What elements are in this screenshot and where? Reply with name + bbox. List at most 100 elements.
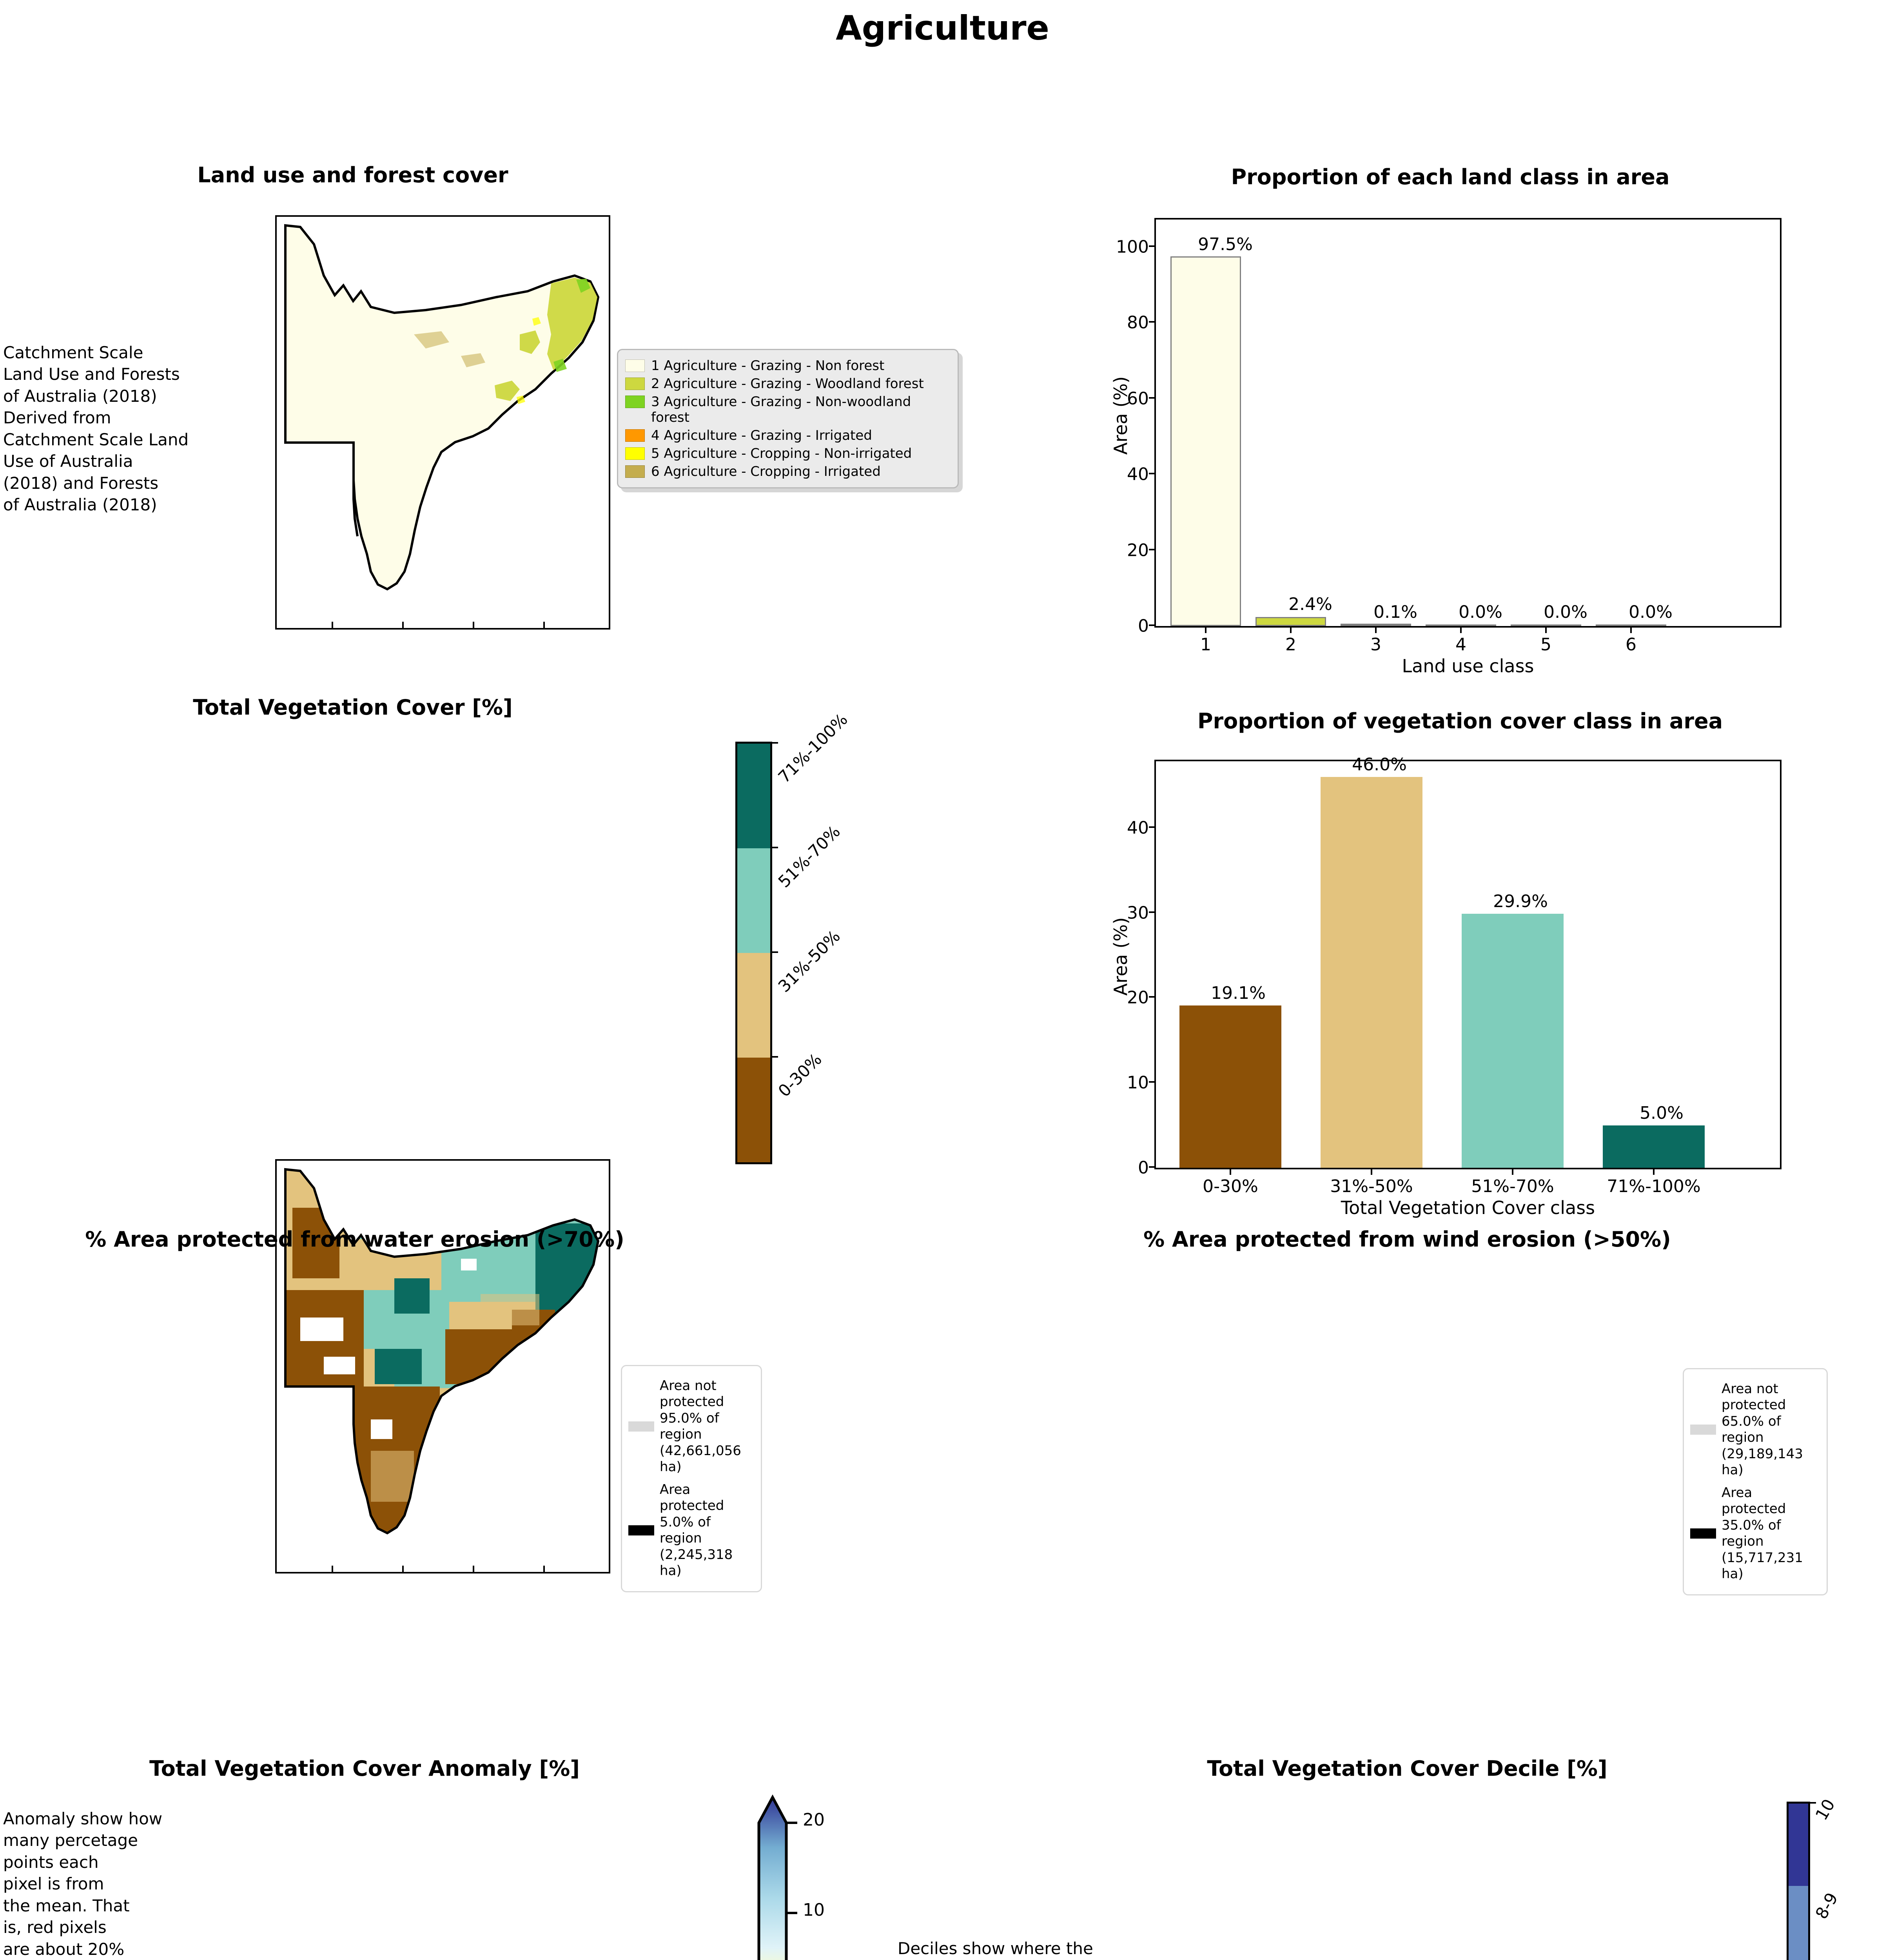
wind-erosion-legend: Area not protected 65.0% of region (29,1… bbox=[1683, 1368, 1828, 1595]
chart2-bar-label-71-100: 5.0% bbox=[1640, 1103, 1684, 1123]
legend-swatch-not-protected bbox=[628, 1421, 654, 1432]
land-use-map-svg bbox=[284, 224, 600, 591]
x-tickmark bbox=[1371, 1168, 1372, 1175]
legend-label: Area not protected 95.0% of region (42,6… bbox=[660, 1378, 741, 1475]
decile-panel-title: Total Vegetation Cover Decile [%] bbox=[1207, 1756, 1607, 1781]
chart1-ytick-20: 20 bbox=[1127, 540, 1149, 560]
legend-label: 4 Agriculture - Grazing - Irrigated bbox=[651, 428, 872, 443]
chart2-xtick-71-100: 71%-100% bbox=[1607, 1176, 1701, 1196]
cbar-tick bbox=[770, 951, 778, 953]
legend-label: Area protected 35.0% of region (15,717,2… bbox=[1722, 1485, 1803, 1582]
decile-caption: Deciles show where the pixel value lies … bbox=[898, 1939, 1093, 1958]
map-tick bbox=[473, 622, 474, 628]
legend-swatch-not-protected bbox=[1690, 1425, 1716, 1435]
y-tickmark bbox=[1149, 911, 1156, 913]
y-tickmark bbox=[1149, 826, 1156, 828]
legend-item: Area protected 35.0% of region (15,717,2… bbox=[1690, 1485, 1820, 1583]
y-tickmark bbox=[1149, 624, 1156, 626]
map-tick bbox=[332, 622, 333, 628]
chart2-xtick-31-50: 31%-50% bbox=[1330, 1176, 1413, 1196]
chart1-ylabel: Area (%) bbox=[1110, 376, 1131, 455]
x-tickmark bbox=[1653, 1168, 1655, 1175]
chart1-xtick-1: 1 bbox=[1200, 635, 1211, 655]
veg-cover-panel-title: Total Vegetation Cover [%] bbox=[193, 695, 513, 720]
legend-item: 3 Agriculture - Grazing - Non-woodland f… bbox=[625, 394, 951, 425]
cbar-segment-51-70 bbox=[737, 848, 770, 953]
anomaly-colorbar-svg bbox=[757, 1794, 797, 1960]
chart2-plot: 0 10 20 30 40 19.1% 46.0% 29.9% 5.0% 0-3… bbox=[1127, 755, 1780, 1196]
chart1-bar-label-1: 97.5% bbox=[1198, 234, 1253, 254]
x-tickmark bbox=[1512, 1168, 1513, 1175]
chart2-xtick-0-30: 0-30% bbox=[1203, 1176, 1258, 1196]
x-tickmark bbox=[1205, 626, 1206, 633]
chart1-xtick-3: 3 bbox=[1370, 635, 1381, 655]
chart1-bar-label-2: 2.4% bbox=[1288, 594, 1332, 614]
chart1-bar-6 bbox=[1596, 624, 1666, 626]
legend-swatch-protected bbox=[1690, 1528, 1716, 1539]
legend-swatch-1 bbox=[625, 359, 645, 372]
chart1-ytick-80: 80 bbox=[1127, 312, 1149, 333]
cbar-label-0-30: 0-30% bbox=[774, 1050, 825, 1101]
chart2-bar-51-70 bbox=[1462, 914, 1564, 1168]
map-tick bbox=[473, 1566, 474, 1572]
cbar-segment-31-50 bbox=[737, 953, 770, 1058]
chart1-bar-label-5: 0.0% bbox=[1544, 602, 1587, 622]
y-tickmark bbox=[1149, 996, 1156, 998]
legend-swatch-3 bbox=[625, 396, 645, 408]
cbar-segment-71-100 bbox=[737, 744, 770, 848]
legend-item: 5 Agriculture - Cropping - Non-irrigated bbox=[625, 446, 951, 461]
legend-label: 2 Agriculture - Grazing - Woodland fores… bbox=[651, 376, 924, 392]
cbar-tick bbox=[770, 847, 778, 848]
veg-cover-map-svg bbox=[284, 1168, 600, 1535]
wind-erosion-panel-title: % Area protected from wind erosion (>50%… bbox=[1143, 1227, 1671, 1252]
x-tickmark bbox=[1375, 626, 1377, 633]
chart2-xtick-51-70: 51%-70% bbox=[1471, 1176, 1554, 1196]
chart2-ytick-10: 10 bbox=[1127, 1073, 1149, 1093]
y-tickmark bbox=[1149, 321, 1156, 323]
chart2-bar-31-50 bbox=[1321, 777, 1422, 1168]
veg-cover-colorbar: 0-30% 31%-50% 51%-70% 71%-100% bbox=[735, 710, 851, 1164]
chart1-bar-5 bbox=[1511, 624, 1581, 626]
veg-cover-map-canvas bbox=[277, 1161, 609, 1572]
chart2-ytick-30: 30 bbox=[1127, 903, 1149, 923]
land-use-caption: Catchment Scale Land Use and Forests of … bbox=[3, 343, 189, 515]
x-tickmark bbox=[1630, 626, 1632, 633]
chart1-plot: 0 20 40 60 80 100 97.5% 2.4% 0.1% 0.0% 0… bbox=[1116, 220, 1780, 655]
y-tickmark bbox=[1149, 473, 1156, 474]
legend-item: Area protected 5.0% of region (2,245,318… bbox=[628, 1482, 755, 1579]
chart1-bar-1 bbox=[1170, 256, 1241, 626]
anomaly-colorbar: 20 10 0 −10 −20 bbox=[751, 1789, 861, 1960]
chart2-ytick-20: 20 bbox=[1127, 987, 1149, 1008]
chart1-xtick-2: 2 bbox=[1285, 635, 1296, 655]
cbar-label-51-70: 51%-70% bbox=[774, 822, 844, 892]
chart2-title: Proportion of vegetation cover class in … bbox=[1197, 709, 1723, 733]
cbar-segment-8-9 bbox=[1789, 1886, 1808, 1960]
cbar-segment-0-30 bbox=[737, 1058, 770, 1162]
chart1-bar-label-6: 0.0% bbox=[1629, 602, 1673, 622]
cbar-tick bbox=[770, 1056, 778, 1058]
legend-item: 4 Agriculture - Grazing - Irrigated bbox=[625, 428, 951, 443]
legend-item: 2 Agriculture - Grazing - Woodland fores… bbox=[625, 376, 951, 392]
y-tickmark bbox=[1149, 1081, 1156, 1083]
land-use-map-canvas bbox=[277, 217, 609, 628]
legend-label: 6 Agriculture - Cropping - Irrigated bbox=[651, 464, 881, 479]
legend-swatch-4 bbox=[625, 429, 645, 442]
chart1-bar-label-4: 0.0% bbox=[1459, 602, 1502, 622]
chart1-ytick-40: 40 bbox=[1127, 464, 1149, 485]
page-title: Agriculture bbox=[836, 9, 1049, 48]
cbar-label-8-9: 8-9 bbox=[1811, 1889, 1842, 1922]
chart1-xtick-6: 6 bbox=[1626, 635, 1636, 655]
y-tickmark bbox=[1149, 245, 1156, 247]
chart1-axes: 0 20 40 60 80 100 97.5% 2.4% 0.1% 0.0% 0… bbox=[1116, 218, 1782, 655]
legend-swatch-protected bbox=[628, 1525, 654, 1536]
chart1-xtick-5: 5 bbox=[1540, 635, 1551, 655]
map-tick bbox=[332, 1566, 333, 1572]
land-use-panel-title: Land use and forest cover bbox=[197, 163, 508, 187]
chart2-bar-label-31-50: 46.0% bbox=[1352, 755, 1407, 775]
map-tick bbox=[543, 622, 545, 628]
cbar-label-71-100: 71%-100% bbox=[774, 710, 851, 787]
map-tick bbox=[402, 622, 404, 628]
legend-item: Area not protected 95.0% of region (42,6… bbox=[628, 1378, 755, 1475]
x-tickmark bbox=[1460, 626, 1462, 633]
